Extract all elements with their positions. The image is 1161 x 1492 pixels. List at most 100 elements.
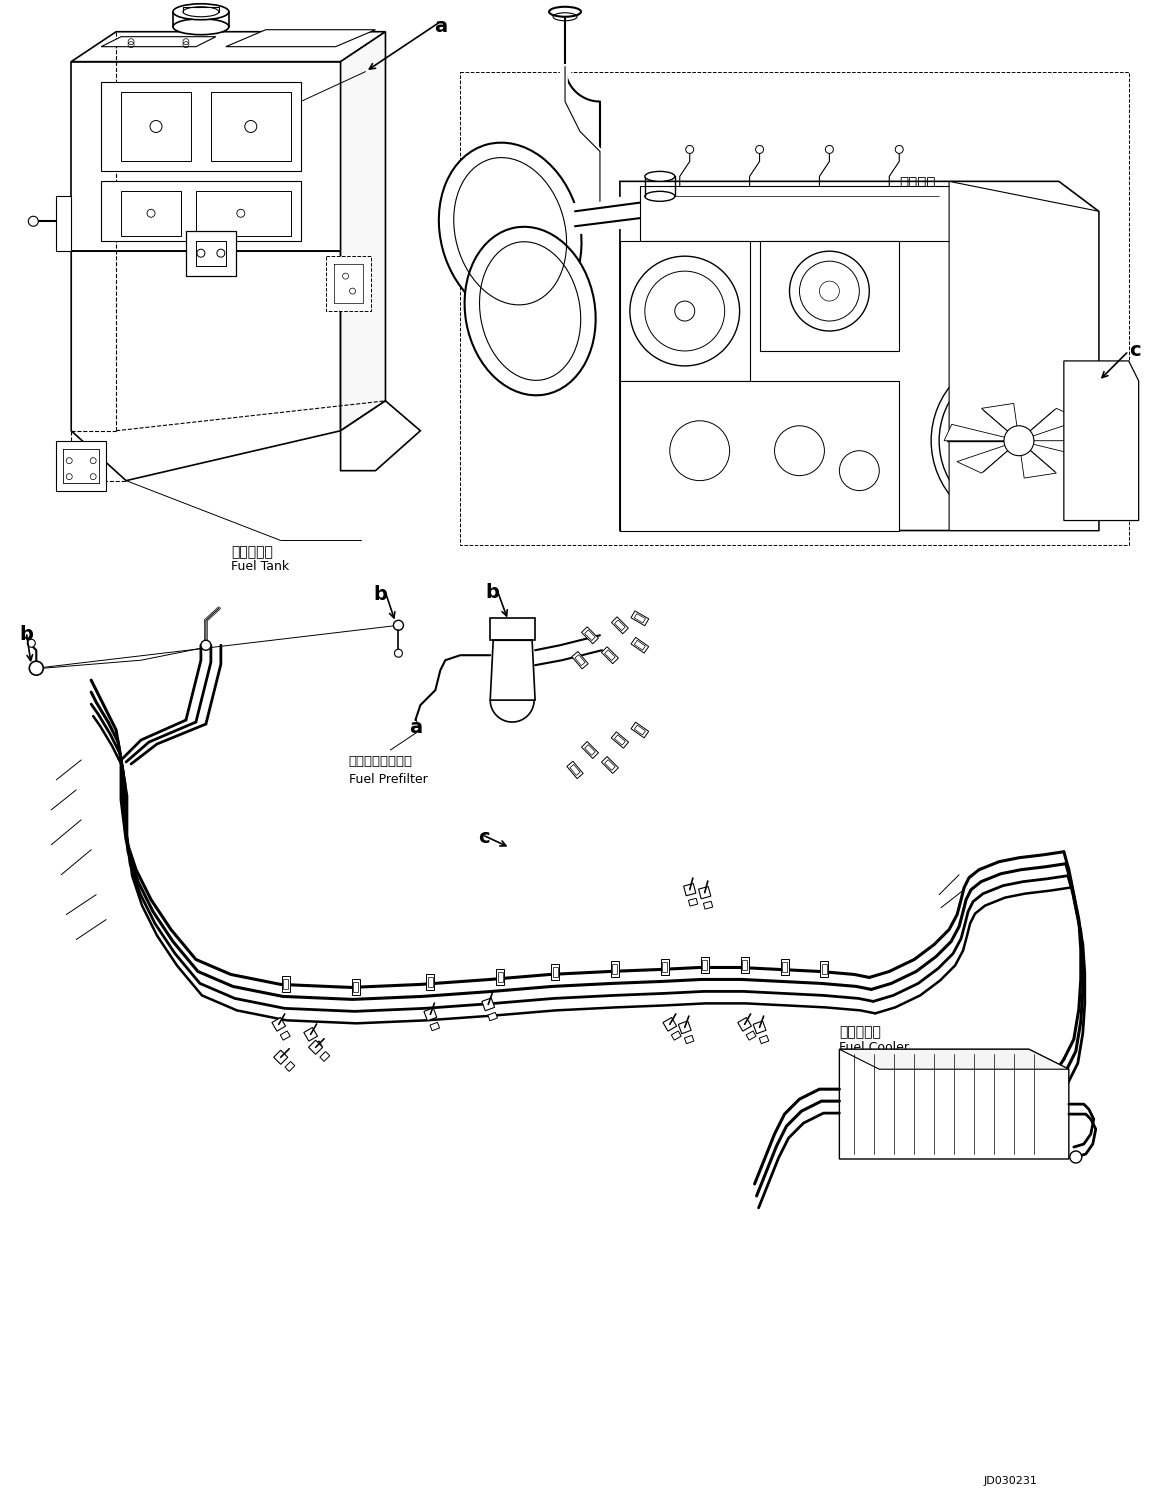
Polygon shape [272,1018,286,1031]
Polygon shape [567,761,583,779]
Circle shape [395,649,403,656]
Polygon shape [186,231,236,276]
Circle shape [630,257,740,366]
Polygon shape [572,652,589,668]
Text: b: b [20,625,34,645]
Polygon shape [741,958,749,973]
Text: a: a [434,16,447,36]
Polygon shape [101,37,216,46]
Polygon shape [611,961,619,977]
Ellipse shape [183,7,219,16]
Text: JD030231: JD030231 [985,1476,1038,1486]
Polygon shape [737,1018,751,1031]
Polygon shape [498,973,503,982]
Circle shape [825,145,834,154]
Polygon shape [309,1040,323,1055]
Circle shape [939,361,1098,521]
Polygon shape [702,961,707,970]
Polygon shape [320,1052,330,1061]
Polygon shape [352,979,360,995]
Polygon shape [570,764,580,776]
Polygon shape [71,31,385,61]
Polygon shape [685,1035,694,1044]
Polygon shape [101,82,301,172]
Polygon shape [684,883,695,895]
Polygon shape [704,901,713,909]
Polygon shape [121,191,181,236]
Ellipse shape [173,19,229,34]
Polygon shape [304,1028,317,1041]
Text: c: c [478,828,490,847]
Text: Fuel Tank: Fuel Tank [231,561,289,573]
Polygon shape [274,1050,288,1064]
Ellipse shape [173,4,229,19]
Polygon shape [490,618,535,640]
Polygon shape [839,1049,1069,1070]
Polygon shape [551,964,560,980]
Text: Fuel Cooler: Fuel Cooler [839,1041,909,1055]
Polygon shape [747,1031,756,1040]
Text: a: a [409,718,421,737]
Polygon shape [620,242,750,380]
Ellipse shape [439,143,582,319]
Polygon shape [839,1049,1069,1159]
Polygon shape [614,621,625,631]
Polygon shape [56,440,106,491]
Polygon shape [1063,361,1139,521]
Polygon shape [1032,440,1094,457]
Polygon shape [759,242,900,351]
Polygon shape [312,1041,322,1050]
Circle shape [1069,1150,1082,1162]
Polygon shape [280,1031,290,1040]
Text: Fuel Prefilter: Fuel Prefilter [348,773,427,786]
Polygon shape [601,756,619,773]
Text: エンジン: エンジン [900,176,936,191]
Polygon shape [601,646,619,664]
Circle shape [28,639,35,648]
Polygon shape [283,979,288,989]
Polygon shape [575,655,585,665]
Polygon shape [582,742,598,758]
Polygon shape [1021,448,1057,477]
Polygon shape [620,380,900,531]
Circle shape [201,640,211,651]
Ellipse shape [464,227,596,395]
Polygon shape [340,31,385,431]
Polygon shape [488,1013,497,1021]
Polygon shape [620,182,1098,531]
Ellipse shape [549,7,580,16]
Polygon shape [612,964,618,974]
Polygon shape [742,961,747,970]
Polygon shape [783,962,787,973]
Polygon shape [496,970,504,985]
Polygon shape [424,1009,437,1021]
Polygon shape [949,182,1098,531]
Polygon shape [612,616,628,634]
Text: Engine: Engine [900,194,946,209]
Polygon shape [605,759,615,770]
Polygon shape [282,976,290,992]
Circle shape [1004,425,1034,455]
Polygon shape [634,640,646,651]
Text: b: b [374,585,388,604]
Circle shape [895,145,903,154]
Polygon shape [759,1035,769,1044]
Polygon shape [428,977,433,988]
Polygon shape [678,1021,691,1034]
Polygon shape [1026,409,1081,437]
Polygon shape [688,898,698,906]
Polygon shape [430,1022,440,1031]
Text: 燃料タンク: 燃料タンク [231,546,273,560]
Polygon shape [821,961,829,977]
Polygon shape [632,637,649,653]
Polygon shape [585,745,596,755]
Polygon shape [671,1031,682,1040]
Polygon shape [981,403,1018,434]
Polygon shape [71,251,340,480]
Polygon shape [226,30,375,46]
Polygon shape [56,197,71,251]
Polygon shape [71,61,340,251]
Polygon shape [426,974,434,991]
Polygon shape [701,958,708,973]
Polygon shape [663,1018,677,1031]
